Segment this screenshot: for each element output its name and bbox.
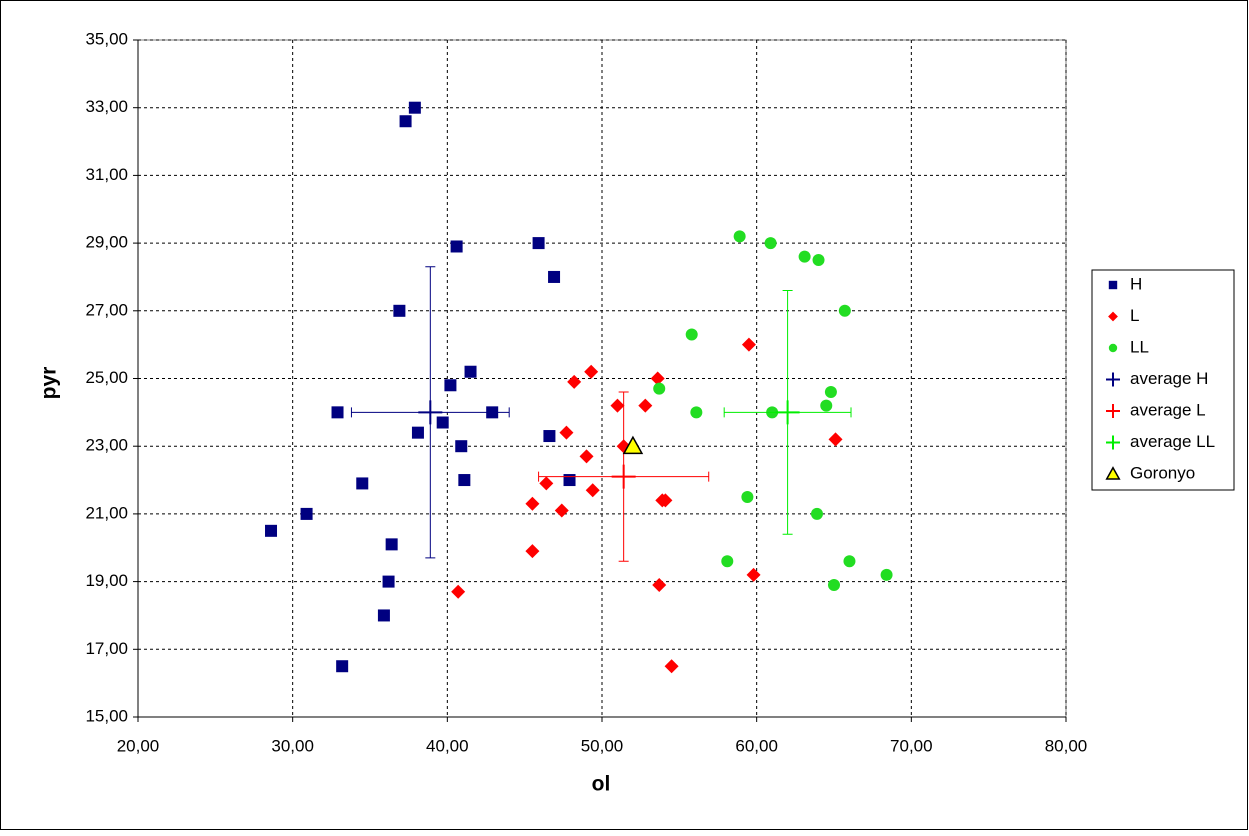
- diamond-marker: [584, 364, 599, 379]
- circle-marker: [653, 382, 666, 395]
- diamond-marker: [746, 567, 761, 582]
- legend-label: average LL: [1130, 432, 1215, 451]
- circle-marker: [843, 555, 856, 568]
- square-marker: [411, 426, 424, 439]
- legend-marker: [1108, 343, 1118, 353]
- circle-marker: [764, 237, 777, 250]
- diamond-marker: [828, 432, 843, 447]
- diamond-marker: [741, 337, 756, 352]
- square-marker: [455, 440, 468, 453]
- x-tick-label: 40,00: [426, 736, 469, 755]
- legend-label: average L: [1130, 400, 1206, 419]
- square-marker: [300, 507, 313, 520]
- square-marker: [543, 430, 556, 443]
- square-marker: [393, 304, 406, 317]
- x-tick-label: 20,00: [117, 736, 160, 755]
- diamond-marker: [652, 577, 667, 592]
- diamond-marker: [559, 425, 574, 440]
- x-tick-label: 50,00: [581, 736, 624, 755]
- legend-marker: [1106, 435, 1120, 450]
- diamond-marker: [567, 374, 582, 389]
- square-marker: [450, 240, 463, 253]
- legend-marker: [1105, 466, 1121, 480]
- diamond-marker: [525, 544, 540, 559]
- diamond-marker: [554, 503, 569, 518]
- x-tick-label: 60,00: [735, 736, 778, 755]
- circle-marker: [838, 304, 851, 317]
- diamond-marker: [650, 371, 665, 386]
- square-marker: [385, 538, 398, 551]
- y-axis-title: pyr: [38, 367, 61, 400]
- circle-marker: [798, 250, 811, 263]
- square-marker: [458, 474, 471, 487]
- square-marker: [382, 575, 395, 588]
- diamond-marker: [451, 584, 466, 599]
- y-tick-label: 23,00: [85, 436, 128, 455]
- square-marker: [408, 101, 421, 114]
- y-tick-label: 17,00: [85, 639, 128, 658]
- plus-marker: [775, 400, 800, 425]
- y-tick-label: 29,00: [85, 233, 128, 252]
- square-marker: [548, 270, 561, 283]
- square-marker: [436, 416, 449, 429]
- diamond-marker: [539, 476, 554, 491]
- x-tick-label: 80,00: [1045, 736, 1088, 755]
- square-marker: [377, 609, 390, 622]
- square-marker: [399, 115, 412, 128]
- legend-marker: [1108, 311, 1118, 322]
- legend-label: Goronyo: [1130, 463, 1195, 482]
- legend-marker: [1106, 404, 1120, 418]
- legend-label: H: [1130, 274, 1142, 293]
- square-marker: [265, 524, 278, 537]
- legend-label: LL: [1130, 337, 1149, 356]
- y-tick-label: 33,00: [85, 97, 128, 116]
- diamond-marker: [610, 398, 625, 413]
- legend-marker: [1108, 280, 1118, 290]
- circle-marker: [820, 399, 833, 412]
- y-tick-label: 27,00: [85, 300, 128, 319]
- plus-marker: [418, 400, 443, 425]
- diamond-marker: [585, 483, 600, 498]
- square-marker: [336, 660, 349, 673]
- square-marker: [356, 477, 369, 490]
- diamond-marker: [664, 659, 679, 674]
- circle-marker: [810, 507, 823, 520]
- diamond-marker: [525, 496, 540, 511]
- square-marker: [464, 365, 477, 378]
- y-tick-label: 15,00: [85, 706, 128, 725]
- diamond-marker: [579, 449, 594, 464]
- diamond-marker: [658, 493, 673, 508]
- x-axis-title: ol: [592, 773, 611, 796]
- legend-marker: [1106, 372, 1120, 387]
- circle-marker: [824, 386, 837, 399]
- x-tick-label: 70,00: [890, 736, 933, 755]
- square-marker: [563, 474, 576, 487]
- circle-marker: [721, 555, 734, 568]
- square-marker: [444, 379, 457, 392]
- square-marker: [331, 406, 344, 419]
- legend-label: L: [1130, 306, 1139, 325]
- diamond-marker: [638, 398, 653, 413]
- x-tick-label: 30,00: [271, 736, 314, 755]
- legend-label: average H: [1130, 369, 1208, 388]
- y-tick-label: 25,00: [85, 368, 128, 387]
- circle-marker: [880, 568, 893, 581]
- triangle-marker: [622, 435, 644, 455]
- circle-marker: [741, 490, 754, 503]
- square-marker: [532, 237, 545, 250]
- plus-marker: [611, 464, 636, 489]
- y-tick-label: 19,00: [85, 571, 128, 590]
- circle-marker: [828, 578, 840, 591]
- y-tick-label: 21,00: [85, 503, 128, 522]
- circle-marker: [690, 406, 703, 419]
- y-tick-label: 35,00: [85, 29, 128, 48]
- circle-marker: [685, 328, 698, 341]
- y-tick-label: 31,00: [85, 165, 128, 184]
- circle-marker: [812, 254, 825, 267]
- circle-marker: [733, 230, 746, 243]
